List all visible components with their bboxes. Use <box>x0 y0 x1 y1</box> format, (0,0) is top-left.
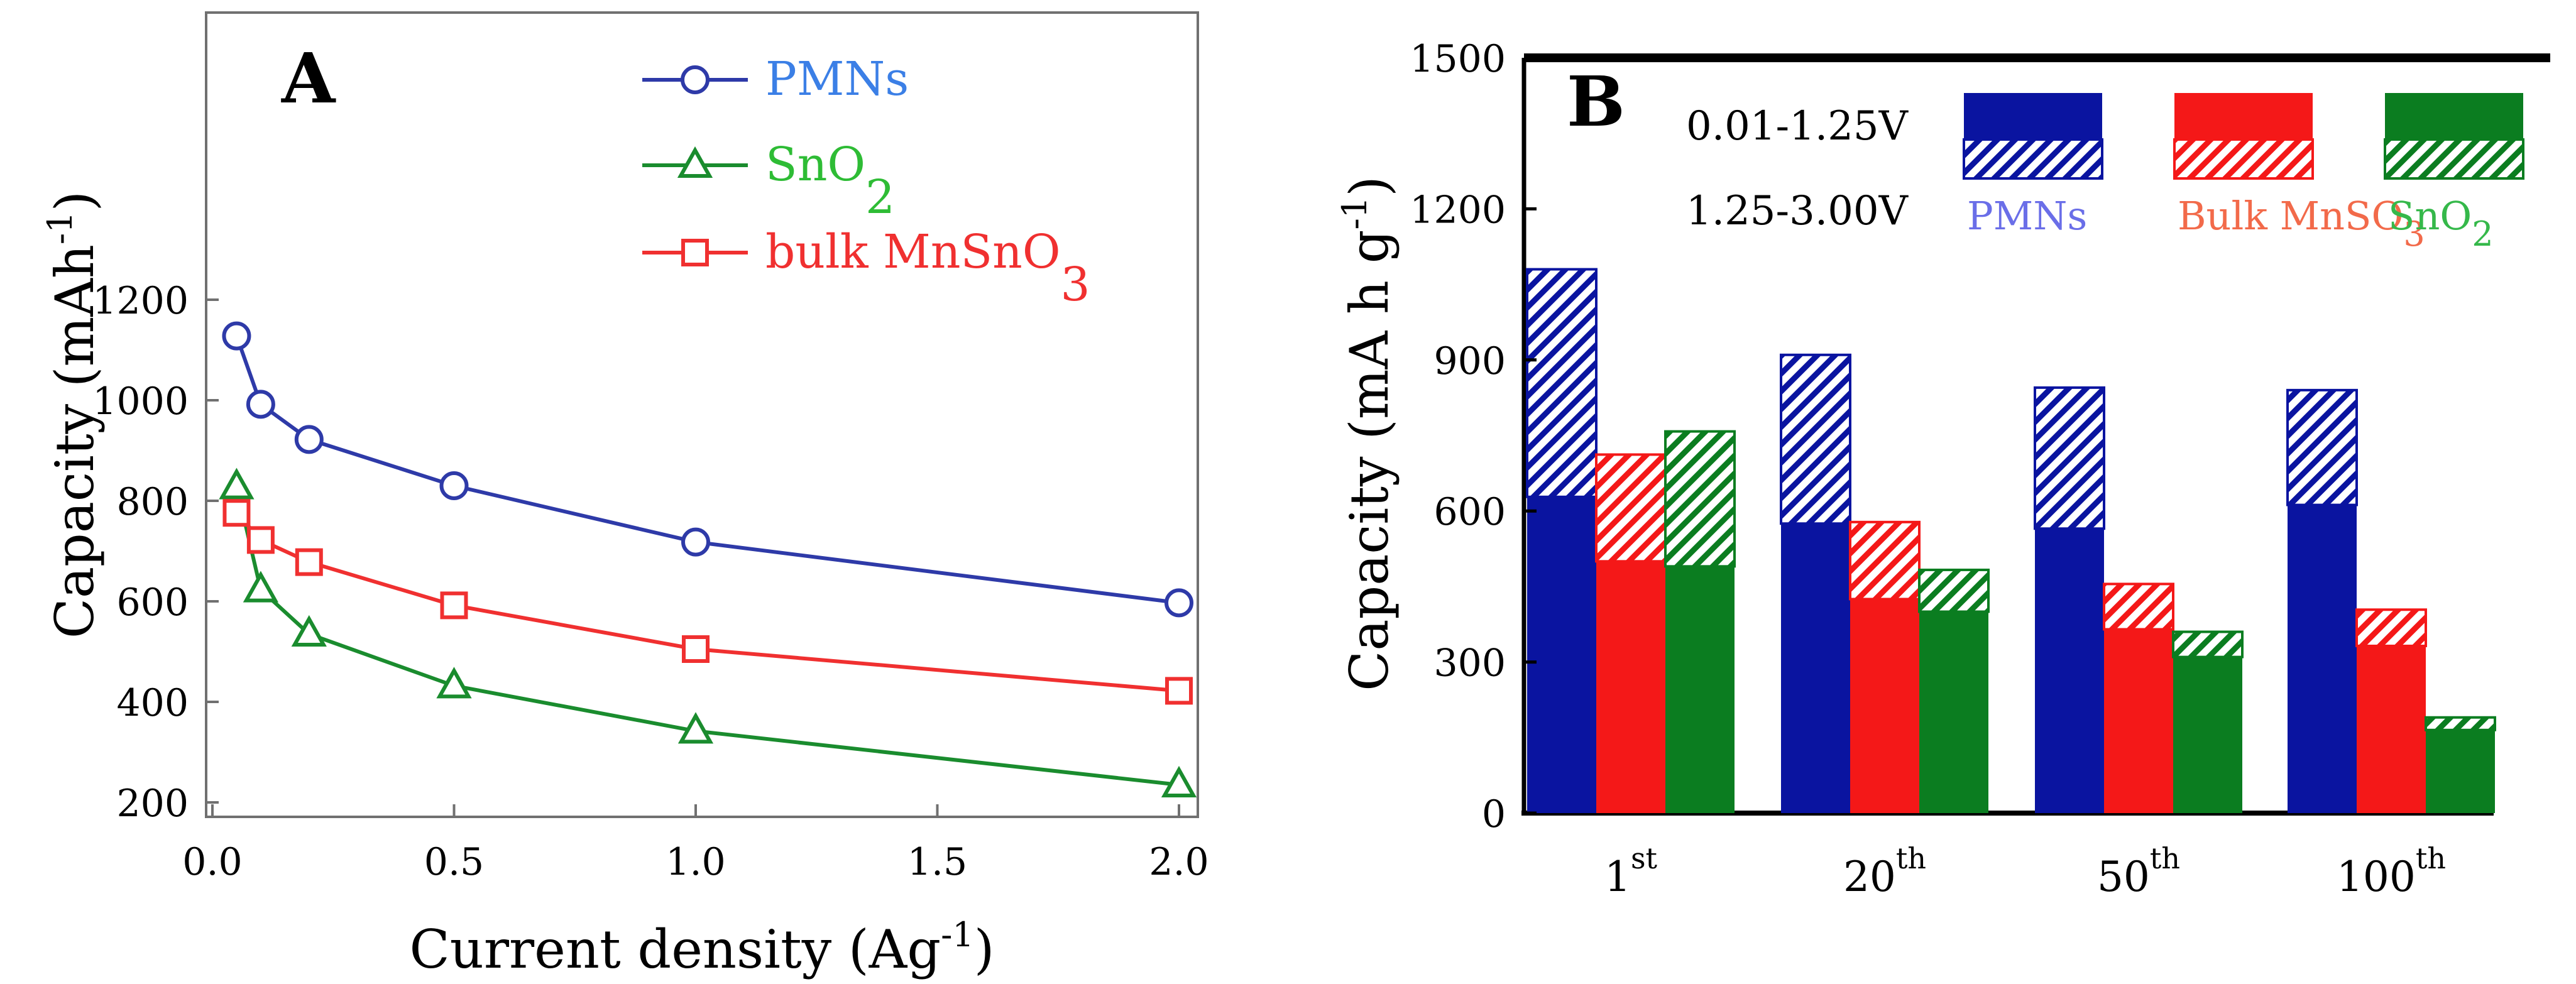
panel-a-legend-label-bulk-mnsno: bulk MnSnO3 <box>765 225 1090 312</box>
panel-b-bar-high-pmns <box>2034 386 2105 530</box>
panel-b-x-tick-label: 100th <box>2337 841 2446 901</box>
panel-b-x-tick-label: 1st <box>1604 841 1658 901</box>
panel-a-point-bulk-mnsno <box>682 635 710 663</box>
panel-b-bar-low-pmns <box>2035 528 2104 813</box>
panel-b-bar-high-bulk-mnso <box>2355 608 2427 647</box>
panel-b-bar-high-bulk-mnso <box>2103 582 2174 631</box>
panel-a-legend-marker-sno <box>677 146 713 178</box>
panel-a-point-bulk-mnsno <box>440 591 468 620</box>
panel-a-x-tick-label: 0.0 <box>182 840 242 884</box>
panel-a-point-pmns <box>439 471 469 500</box>
panel-a-point-pmns <box>222 321 251 351</box>
panel-a-point-bulk-mnsno <box>295 548 323 576</box>
panel-b-y-tick-label: 600 <box>1433 490 1506 534</box>
panel-a-legend-label-sno: SnO2 <box>765 138 895 224</box>
panel-b-y-axis-label: Capacity (mA h g-1) <box>1335 176 1400 691</box>
panel-a-point-sno <box>219 467 255 500</box>
panel-a-y-axis-label-sup: -1 <box>40 211 80 244</box>
panel-b-x-tick-label: 50th <box>2097 841 2180 901</box>
panel-b-y-tick-label: 1200 <box>1410 188 1506 232</box>
panel-b-legend-swatch-high-bulk-mnso <box>2173 138 2314 180</box>
panel-b-bar-high-sno <box>1918 568 1990 613</box>
panel-b-y-axis-label-sup: -1 <box>1335 197 1374 230</box>
panel-a-x-axis-label: Current density (Ag-1) <box>409 915 994 980</box>
panel-b-bar-high-bulk-mnso <box>1595 453 1667 563</box>
panel-b-segment-label-low: 0.01-1.25V <box>1686 103 1909 150</box>
panel-a-point-sno <box>243 571 279 603</box>
panel-b-legend-swatch-high-sno <box>2384 138 2524 180</box>
panel-b-bar-low-sno <box>2173 657 2242 813</box>
panel-a-point-pmns <box>294 425 324 454</box>
panel-b-y-axis-label-close: ) <box>1339 176 1400 197</box>
panel-a-point-bulk-mnsno <box>246 526 275 554</box>
panel-a-point-pmns <box>1165 588 1193 618</box>
panel-b-bar-high-sno <box>2172 630 2244 659</box>
panel-b-bar-low-bulk-mnso <box>1850 599 1919 813</box>
panel-a-y-tick-label: 400 <box>116 681 189 725</box>
panel-a-x-axis-label-close: ) <box>974 919 995 980</box>
panel-a-x-tick-label: 2.0 <box>1149 840 1209 884</box>
panel-b-bar-low-pmns <box>1527 496 1596 813</box>
panel-a-plot-frame <box>205 11 1199 818</box>
panel-a-point-bulk-mnsno <box>1165 677 1193 705</box>
panel-a-y-axis-label-close: ) <box>44 191 106 212</box>
panel-b-bar-low-sno <box>1665 566 1735 813</box>
panel-a-letter: A <box>281 38 336 119</box>
panel-a-x-tick-label: 1.5 <box>907 840 967 884</box>
panel-b-bar-high-pmns <box>1780 353 1851 525</box>
panel-a-point-sno <box>291 615 327 647</box>
panel-b-y-tick-label: 1500 <box>1410 37 1506 81</box>
panel-b-bar-low-sno <box>2426 730 2495 813</box>
panel-a-legend-marker-bulk-mnsno <box>681 239 709 266</box>
panel-a-x-axis-label-text: Current density (Ag <box>409 919 941 980</box>
panel-b-bar-high-bulk-mnso <box>1849 520 1921 601</box>
panel-a-series-line-pmns <box>234 335 1180 605</box>
panel-b-bar-low-bulk-mnso <box>2357 645 2426 813</box>
panel-a-y-tick-label: 800 <box>116 480 189 524</box>
panel-a-y-tick-label: 600 <box>116 581 189 625</box>
panel-b-y-tick-label: 900 <box>1433 339 1506 383</box>
panel-a-y-axis-label: Capacity (mAh-1) <box>40 191 106 639</box>
panel-b-bar-chart: B 1st 20th 50th 100th 0 300 600 900 1200 1500 PM… <box>1335 37 2550 901</box>
panel-b-bar-low-pmns <box>1781 523 1850 813</box>
panel-b-bar-high-sno <box>1664 430 1736 568</box>
panel-b-letter: B <box>1567 61 1625 142</box>
panel-a-line-chart: A 0.0 0.5 1.0 1.5 2.0 200 400 600 800 1000 1200 PM… <box>40 11 1209 980</box>
panel-a-y-tick-label: 1000 <box>92 380 189 424</box>
panel-a-y-tick-label: 200 <box>116 782 189 826</box>
panel-b-bar-low-pmns <box>2288 505 2357 813</box>
panel-a-x-tick-label: 1.0 <box>666 840 725 884</box>
panel-a-legend-marker-pmns <box>681 65 710 94</box>
panel-b-bar-low-bulk-mnso <box>1596 561 1665 813</box>
panel-b-bar-high-pmns <box>1526 268 1598 498</box>
panel-a-y-tick-label: 1200 <box>92 279 189 323</box>
panel-b-x-tick-label: 20th <box>1843 841 1926 901</box>
panel-b-y-axis-label-text: Capacity (mA h g <box>1339 230 1400 691</box>
panel-b-legend-swatch-high-pmns <box>1963 138 2103 180</box>
panel-a-point-bulk-mnsno <box>222 499 251 527</box>
panel-b-segment-label-high: 1.25-3.00V <box>1686 188 1909 234</box>
panel-b-bar-low-sno <box>1919 611 1988 813</box>
panel-a-point-sno <box>677 712 714 744</box>
panel-a-point-sno <box>436 667 472 699</box>
panel-a-x-axis-label-sup: -1 <box>941 915 974 954</box>
panel-b-y-tick-label: 0 <box>1482 792 1506 836</box>
panel-a-legend-label-pmns: PMNs <box>765 52 909 106</box>
panel-a-point-pmns <box>246 390 275 419</box>
panel-b-bar-high-sno <box>2425 716 2496 731</box>
panel-b-y-tick-label: 300 <box>1433 642 1506 686</box>
panel-a-x-tick-label: 0.5 <box>424 840 484 884</box>
panel-a-point-pmns <box>681 527 710 557</box>
panel-b-legend-label-pmns: PMNs <box>1967 193 2087 239</box>
panel-b-legend-label-bulk-mnso: Bulk MnSO3 <box>2178 193 2425 254</box>
panel-b-legend-label-sno: SnO2 <box>2388 193 2494 254</box>
panel-b-bar-low-bulk-mnso <box>2104 629 2173 813</box>
panel-a-point-sno <box>1161 765 1197 797</box>
panel-a-series-line-sno <box>234 486 1180 787</box>
panel-a-y-axis-label-text: Capacity (mAh <box>44 244 106 638</box>
panel-b-bar-high-pmns <box>2286 388 2358 506</box>
